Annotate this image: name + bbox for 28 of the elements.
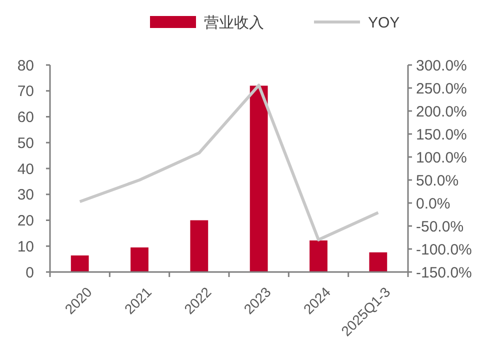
- y2-tick-label: -50.0%: [416, 218, 464, 236]
- y-tick-label: 80: [17, 57, 34, 74]
- bar: [369, 252, 388, 272]
- y2-tick-label: -100.0%: [416, 241, 472, 258]
- bar: [70, 255, 89, 272]
- y2-tick-label: 150.0%: [416, 126, 467, 144]
- legend-label: 营业收入: [204, 14, 264, 32]
- y-tick-label: 60: [17, 109, 34, 126]
- bar: [190, 220, 208, 272]
- y2-tick-label: 200.0%: [416, 103, 467, 120]
- y-tick-label: 50: [17, 134, 34, 152]
- y-tick-label: 0: [26, 264, 34, 282]
- y-tick-label: 70: [17, 83, 34, 100]
- y2-tick-label: -150.0%: [416, 264, 472, 282]
- y2-tick-label: 0.0%: [416, 195, 450, 212]
- y2-tick-label: 300.0%: [416, 57, 467, 74]
- y-tick-label: 10: [17, 238, 34, 256]
- bar: [310, 240, 328, 272]
- y-tick-label: 40: [17, 160, 34, 178]
- y-tick-label: 30: [17, 186, 34, 204]
- y2-tick-label: 100.0%: [416, 149, 467, 166]
- bar: [250, 86, 268, 272]
- line-series: [78, 84, 380, 242]
- legend-label: YOY: [368, 14, 400, 32]
- y2-tick-label: 250.0%: [416, 80, 467, 98]
- y-tick-label: 20: [17, 212, 34, 230]
- y2-tick-label: 50.0%: [416, 172, 459, 190]
- bar: [130, 247, 148, 272]
